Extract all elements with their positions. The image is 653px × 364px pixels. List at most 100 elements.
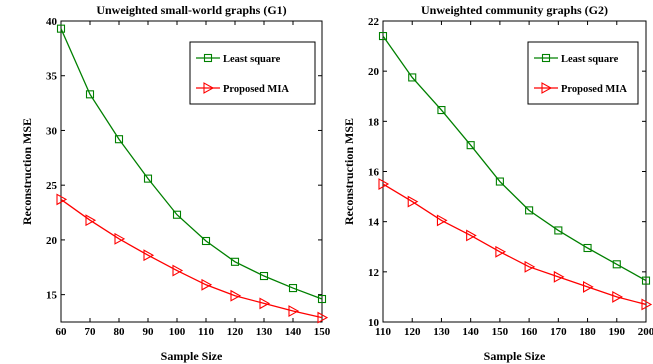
legend-box bbox=[527, 41, 639, 105]
legend: Least square Proposed MIA bbox=[527, 41, 639, 105]
x-tick-label: 120 bbox=[227, 326, 244, 338]
data-point bbox=[288, 284, 298, 293]
data-point bbox=[641, 298, 653, 311]
data-point bbox=[436, 214, 448, 227]
series-line bbox=[60, 28, 323, 300]
y-tick-label: 20 bbox=[46, 235, 58, 247]
y-tick-label: 18 bbox=[368, 116, 380, 128]
y-axis-label: Reconstruction MSE bbox=[342, 118, 356, 225]
data-point bbox=[201, 278, 213, 291]
x-tick-label: 200 bbox=[638, 326, 653, 338]
chart-panel-2: Unweighted community graphs (G2) 110 120 13… bbox=[342, 3, 653, 363]
x-tick-label: 140 bbox=[462, 326, 479, 338]
data-point bbox=[495, 245, 507, 258]
x-tick-label: 150 bbox=[492, 326, 509, 338]
chart-title: Unweighted community graphs (G2) bbox=[421, 3, 608, 17]
data-point bbox=[612, 290, 623, 303]
data-point bbox=[554, 226, 563, 235]
series-2 bbox=[56, 193, 329, 324]
legend-marker bbox=[541, 82, 553, 94]
x-tick-label: 120 bbox=[404, 326, 421, 338]
x-tick-label: 100 bbox=[169, 326, 186, 338]
series-1 bbox=[56, 24, 327, 304]
y-tick-label: 30 bbox=[46, 125, 58, 137]
data-point bbox=[437, 105, 446, 115]
data-point bbox=[408, 73, 417, 82]
series-line bbox=[382, 35, 647, 282]
x-tick-label: 140 bbox=[285, 326, 302, 338]
chart-panel-1: Unweighted small-world graphs (G1) 60 70 80… bbox=[20, 3, 331, 363]
legend-label: Proposed MIA bbox=[223, 84, 289, 95]
y-tick-label: 25 bbox=[46, 180, 58, 192]
data-point bbox=[524, 260, 536, 273]
chart-title: Unweighted small-world graphs (G1) bbox=[96, 3, 286, 17]
data-point bbox=[201, 236, 211, 246]
y-axis-label: Reconstruction MSE bbox=[20, 118, 34, 225]
y-tick-label: 10 bbox=[368, 317, 380, 329]
x-tick-label: 150 bbox=[314, 326, 331, 338]
legend-label: Proposed MIA bbox=[561, 84, 627, 95]
legend-marker bbox=[541, 53, 551, 63]
data-point bbox=[288, 305, 300, 317]
y-tick-label: 20 bbox=[368, 66, 380, 78]
series-2 bbox=[378, 178, 653, 311]
data-point bbox=[114, 135, 124, 144]
legend-marker bbox=[203, 53, 213, 63]
data-point bbox=[259, 271, 269, 281]
data-point bbox=[641, 276, 651, 285]
data-point bbox=[114, 232, 126, 245]
data-point bbox=[378, 31, 388, 41]
x-tick-label: 70 bbox=[85, 326, 97, 338]
y-tick-label: 40 bbox=[46, 16, 58, 28]
x-tick-label: 170 bbox=[550, 326, 567, 338]
y-tick-label: 22 bbox=[368, 16, 380, 28]
x-tick-label: 110 bbox=[198, 326, 214, 338]
y-tick-label: 35 bbox=[46, 71, 58, 83]
data-point bbox=[583, 243, 592, 253]
legend-marker bbox=[203, 82, 215, 94]
data-point bbox=[56, 24, 66, 33]
data-point bbox=[612, 260, 621, 269]
data-point bbox=[317, 294, 327, 304]
data-point bbox=[85, 90, 95, 99]
data-point bbox=[143, 174, 153, 183]
data-point bbox=[317, 311, 329, 324]
x-tick-label: 90 bbox=[143, 326, 155, 338]
data-point bbox=[172, 210, 182, 219]
y-tick-label: 14 bbox=[368, 217, 380, 229]
x-tick-label: 180 bbox=[579, 326, 596, 338]
x-tick-label: 110 bbox=[375, 326, 391, 338]
data-point bbox=[259, 297, 271, 310]
data-point bbox=[466, 229, 477, 242]
series-line bbox=[60, 198, 323, 319]
data-point bbox=[56, 193, 68, 206]
data-point bbox=[172, 264, 184, 277]
data-point bbox=[525, 206, 534, 215]
x-tick-label: 160 bbox=[521, 326, 538, 338]
x-tick-label: 60 bbox=[56, 326, 68, 338]
legend-label: Least square bbox=[223, 54, 281, 65]
data-point bbox=[230, 289, 242, 302]
legend-label: Least square bbox=[561, 54, 619, 65]
data-point bbox=[85, 214, 97, 227]
data-point bbox=[553, 270, 565, 283]
x-tick-label: 130 bbox=[433, 326, 450, 338]
x-axis-label: Sample Size bbox=[161, 349, 223, 363]
legend: Least square Proposed MIA bbox=[189, 41, 316, 105]
series-line bbox=[382, 183, 647, 306]
data-point bbox=[407, 195, 419, 208]
series-1 bbox=[378, 31, 651, 285]
y-tick-label: 12 bbox=[368, 267, 380, 279]
data-point bbox=[378, 178, 390, 190]
data-point bbox=[230, 257, 240, 266]
x-tick-label: 130 bbox=[256, 326, 273, 338]
data-point bbox=[495, 177, 504, 186]
data-point bbox=[143, 249, 155, 262]
y-tick-label: 16 bbox=[368, 167, 380, 179]
data-point bbox=[583, 280, 594, 293]
x-tick-label: 190 bbox=[609, 326, 626, 338]
x-tick-label: 80 bbox=[114, 326, 126, 338]
legend-box bbox=[189, 41, 316, 105]
x-axis-label: Sample Size bbox=[484, 349, 546, 363]
